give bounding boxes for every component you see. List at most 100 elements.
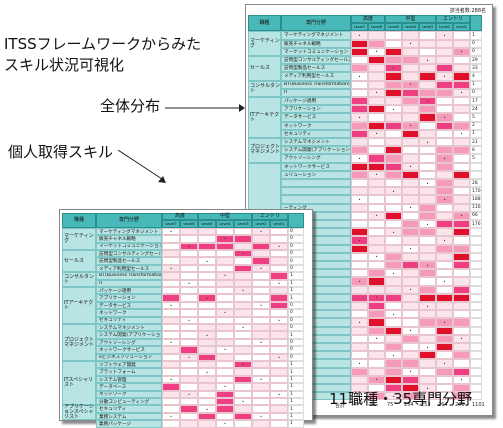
total-value: 264 <box>438 402 448 409</box>
matrix-cell: • <box>198 257 216 265</box>
specialty-cell: プラットフォーム <box>96 368 162 376</box>
matrix-cell <box>385 277 402 286</box>
specialty-cell: 訪問型製品セールス <box>281 64 351 73</box>
matrix-cell: • <box>351 154 368 163</box>
matrix-cell <box>419 392 436 401</box>
matrix-cell <box>436 302 453 311</box>
matrix-cell <box>419 154 436 163</box>
matrix-cell: • <box>402 285 419 294</box>
matrix-cell <box>402 138 419 147</box>
matrix-cell: • <box>419 97 436 106</box>
matrix-cell <box>198 375 216 384</box>
row-count: 1 <box>288 412 304 421</box>
level-header: Level7 <box>351 23 368 32</box>
matrix-cell <box>234 242 252 250</box>
matrix-cell <box>419 285 436 294</box>
specialty-cell: ネットワークサービス <box>96 346 162 354</box>
matrix-cell <box>198 412 216 421</box>
row-count: 1 <box>288 398 304 406</box>
matrix-cell <box>351 228 368 237</box>
matrix-cell: • <box>198 368 216 376</box>
matrix-cell <box>252 331 270 339</box>
overall-distribution-panel: 該当者数:288名 職種 専門分野 高度 中堅 エントリ Level7 Level6 Leve… <box>245 4 493 416</box>
matrix-cell <box>180 420 198 428</box>
matrix-cell <box>402 72 419 81</box>
matrix-cell <box>436 39 453 48</box>
matrix-cell <box>198 309 216 317</box>
matrix-cell <box>402 146 419 155</box>
specialty-cell: データベース <box>96 383 162 391</box>
row-count: 1 <box>288 390 304 398</box>
matrix-cell <box>216 375 234 384</box>
matrix-cell <box>351 375 368 384</box>
matrix-cell <box>402 211 419 220</box>
matrix-cell <box>419 129 436 138</box>
matrix-cell <box>436 56 453 65</box>
specialty-cell: ネットワーク <box>96 390 162 398</box>
row-count: 66 <box>470 211 482 220</box>
matrix-cell <box>351 211 368 220</box>
matrix-cell <box>252 420 270 428</box>
matrix-cell <box>385 129 402 138</box>
matrix-cell <box>368 113 385 122</box>
matrix-cell <box>234 420 252 428</box>
specialty-cell: データサービス <box>96 301 162 310</box>
matrix-cell <box>368 146 385 155</box>
category-cell: プロジェクトマネジメント <box>248 138 281 163</box>
matrix-cell <box>385 31 402 40</box>
matrix-cell <box>368 121 385 130</box>
matrix-cell <box>402 195 419 204</box>
matrix-cell: • <box>234 361 252 369</box>
matrix-cell <box>234 375 252 384</box>
matrix-cell <box>453 359 470 368</box>
specialty-cell: ュリューション <box>281 170 351 179</box>
matrix-cell: • <box>419 179 436 188</box>
matrix-cell <box>162 405 180 413</box>
matrix-cell: • <box>180 316 198 324</box>
matrix-cell <box>180 383 198 391</box>
specialty-cell: IT <box>281 88 351 97</box>
matrix-cell <box>351 252 368 261</box>
matrix-cell <box>419 88 436 97</box>
matrix-cell <box>252 235 270 243</box>
matrix-cell: • <box>270 353 288 361</box>
matrix-cell <box>453 367 470 376</box>
level-header: Level4 <box>402 23 419 32</box>
matrix-cell <box>385 72 402 81</box>
matrix-cell: • <box>368 170 385 179</box>
matrix-cell <box>234 301 252 310</box>
level-header: Level5 <box>198 220 216 228</box>
matrix-cell <box>216 405 234 413</box>
matrix-cell <box>385 113 402 122</box>
matrix-cell: • <box>453 170 470 179</box>
specialty-cell: アウトソーシング <box>281 154 351 163</box>
matrix-cell <box>234 257 252 265</box>
matrix-cell <box>453 31 470 40</box>
matrix-cell <box>234 338 252 347</box>
matrix-cell <box>351 343 368 352</box>
matrix-cell <box>436 179 453 188</box>
matrix-cell <box>368 367 385 376</box>
matrix-cell <box>402 343 419 352</box>
matrix-cell <box>198 227 216 236</box>
matrix-cell <box>385 359 402 368</box>
matrix-cell <box>436 326 453 335</box>
matrix-cell: • <box>436 277 453 286</box>
row-count: 4 <box>470 72 482 81</box>
matrix-cell <box>351 261 368 270</box>
row-count <box>470 334 482 343</box>
row-count: 1 <box>288 375 304 384</box>
matrix-cell <box>419 244 436 253</box>
row-count: 0 <box>288 309 304 317</box>
matrix-cell <box>270 346 288 354</box>
category-cell: コンサルタント <box>62 272 96 287</box>
totals-label: 合計 <box>335 403 346 410</box>
matrix-cell <box>252 287 270 295</box>
category-cell: ITアーキテクト <box>248 97 281 138</box>
matrix-cell: • <box>419 302 436 311</box>
matrix-cell <box>419 47 436 56</box>
matrix-cell: • <box>252 412 270 421</box>
matrix-cell <box>419 269 436 278</box>
row-count: 1 <box>288 368 304 376</box>
matrix-cell: • <box>436 113 453 122</box>
